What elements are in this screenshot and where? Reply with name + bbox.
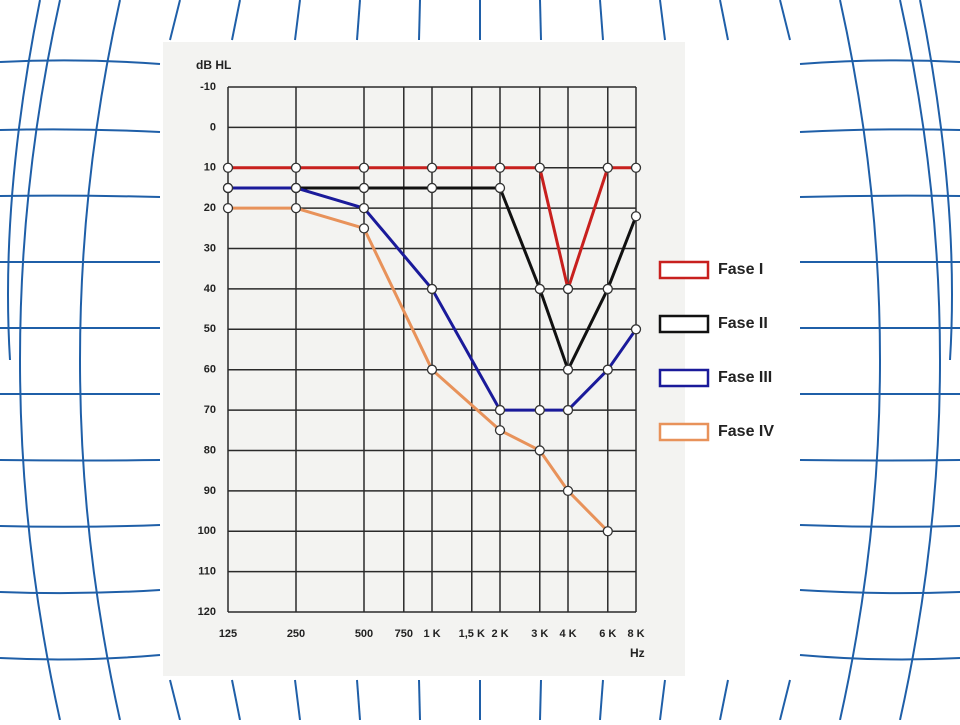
- y-tick-label: 10: [204, 162, 216, 174]
- data-point: [290, 162, 302, 173]
- data-point: [290, 203, 302, 214]
- x-tick-label: 750: [395, 628, 413, 640]
- x-tick-label: 1,5 K: [459, 628, 485, 640]
- data-point: [222, 162, 234, 173]
- x-tick-label: 500: [355, 628, 373, 640]
- x-tick-label: 8 K: [627, 628, 644, 640]
- data-point: [534, 404, 545, 416]
- y-tick-label: 60: [204, 364, 216, 376]
- data-point: [630, 211, 642, 222]
- data-point: [358, 182, 370, 194]
- y-tick-label: 80: [204, 444, 216, 456]
- data-point: [494, 182, 506, 194]
- legend-swatch: [658, 314, 710, 334]
- data-point: [534, 445, 545, 456]
- y-tick-label: 0: [210, 121, 216, 133]
- legend-swatch: [658, 422, 710, 442]
- data-point: [494, 425, 506, 436]
- y-tick-label: 20: [204, 202, 216, 214]
- series-line: [228, 206, 609, 533]
- data-point: [562, 364, 574, 375]
- data-point: [494, 404, 506, 416]
- x-tick-label: 250: [287, 628, 305, 640]
- legend-swatch: [658, 260, 710, 280]
- y-tick-label: 90: [204, 485, 216, 497]
- y-tick-label: 40: [204, 283, 216, 295]
- data-point: [426, 283, 438, 295]
- legend-label: Fase II: [718, 315, 768, 332]
- x-tick-label: 2 K: [491, 628, 508, 640]
- y-tick-label: 50: [204, 323, 216, 335]
- y-tick-label: -10: [200, 81, 216, 93]
- data-point: [602, 364, 613, 375]
- data-point: [534, 283, 545, 295]
- data-point: [426, 162, 438, 173]
- data-point: [358, 223, 370, 234]
- data-point: [358, 203, 370, 214]
- x-axis-label: Hz: [630, 646, 645, 660]
- y-tick-label: 100: [198, 525, 216, 537]
- data-point: [602, 283, 613, 295]
- data-point: [562, 485, 574, 496]
- x-tick-label: 6 K: [599, 628, 616, 640]
- chart-panel: [163, 42, 685, 676]
- x-tick-label: 125: [219, 628, 237, 640]
- y-axis-label: dB HL: [196, 58, 231, 72]
- data-point: [602, 526, 613, 537]
- data-point: [602, 162, 613, 173]
- x-tick-label: 4 K: [559, 628, 576, 640]
- data-point: [630, 162, 642, 173]
- data-point: [290, 182, 302, 194]
- legend-label: Fase I: [718, 261, 763, 278]
- data-point: [358, 162, 370, 173]
- y-tick-label: 70: [204, 404, 216, 416]
- y-tick-label: 110: [198, 566, 216, 578]
- data-point: [534, 162, 545, 173]
- y-tick-label: 120: [198, 606, 216, 618]
- x-tick-label: 3 K: [531, 628, 548, 640]
- data-point: [426, 182, 438, 194]
- x-tick-label: 1 K: [423, 628, 440, 640]
- data-point: [494, 162, 506, 173]
- legend-swatch: [658, 368, 710, 388]
- legend-label: Fase IV: [718, 423, 774, 440]
- legend-label: Fase III: [718, 369, 772, 386]
- data-point: [562, 404, 574, 416]
- data-point: [630, 324, 642, 335]
- data-point: [222, 203, 234, 214]
- data-point: [562, 283, 574, 295]
- data-point: [426, 364, 438, 375]
- data-point: [222, 182, 234, 194]
- y-tick-label: 30: [204, 242, 216, 254]
